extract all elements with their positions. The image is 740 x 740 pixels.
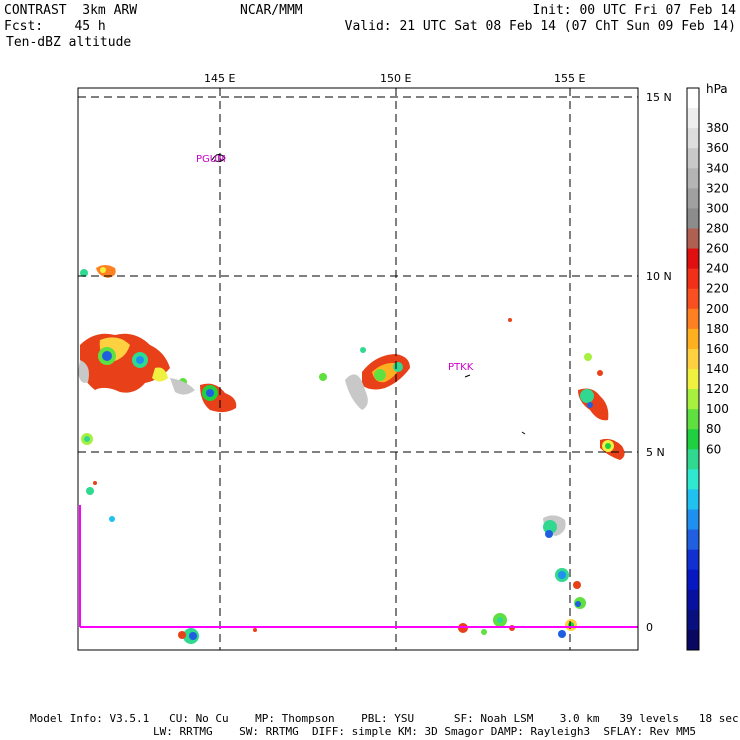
lon-label: 155 E	[554, 72, 585, 85]
colorbar-swatch	[687, 489, 699, 510]
init-time: Init: 00 UTC Fri 07 Feb 14	[532, 3, 737, 18]
station-label-pgum: PGUM	[196, 154, 226, 165]
colorbar-swatch	[687, 629, 699, 651]
colorbar-swatch	[687, 228, 699, 250]
radar-echoes	[78, 265, 625, 644]
lat-label: 10 N	[646, 270, 672, 283]
colorbar-labels: 380 360 340 320 300 280 260 240 220 200 180 160 140 1…	[706, 121, 729, 456]
colorbar-swatch	[687, 409, 699, 430]
valid-time: Valid: 21 UTC Sat 08 Feb 14 (07 ChT Sun …	[344, 19, 736, 34]
colorbar-tick-label: 300	[706, 201, 729, 215]
colorbar-swatch	[687, 288, 699, 310]
colorbar-swatch	[687, 389, 699, 410]
model-title: CONTRAST 3km ARW	[4, 3, 138, 18]
colorbar-tick-label: 100	[706, 402, 729, 416]
model-info-line1: Model Info: V3.5.1 CU: No Cu MP: Thompso…	[30, 712, 739, 725]
colorbar-swatch	[687, 348, 699, 370]
lon-label: 145 E	[204, 72, 235, 85]
lat-label: 15 N	[646, 91, 672, 104]
colorbar-swatch	[687, 589, 699, 611]
lat-label: 0	[646, 621, 653, 634]
colorbar-border	[686, 87, 700, 651]
colorbar-tick-label: 200	[706, 302, 729, 316]
colorbar-swatch	[687, 369, 699, 390]
domain-boundary	[79, 505, 638, 628]
lat-label: 5 N	[646, 446, 665, 459]
colorbar-swatch	[687, 248, 699, 270]
colorbar-swatch	[687, 148, 699, 169]
colorbar-tick-label: 60	[706, 442, 721, 456]
colorbar-tick-label: 260	[706, 242, 729, 256]
colorbar-swatch	[687, 328, 699, 350]
island-marker	[521, 431, 526, 435]
colorbar-unit: hPa	[706, 82, 728, 96]
lat-lon-grid	[78, 88, 638, 650]
colorbar	[686, 87, 700, 651]
station-label-ptkk: PTKK	[448, 362, 474, 373]
organization-label: NCAR/MMM	[240, 3, 303, 18]
colorbar-swatch	[687, 449, 699, 470]
colorbar-swatch	[687, 469, 699, 490]
colorbar-tick-label: 220	[706, 282, 729, 296]
map-border	[77, 87, 639, 651]
lon-label: 150 E	[380, 72, 411, 85]
colorbar-swatch	[687, 128, 699, 149]
forecast-hour: Fcst: 45 h	[4, 19, 106, 34]
colorbar-swatch	[687, 88, 699, 109]
colorbar-swatch	[687, 188, 699, 209]
colorbar-swatch	[687, 529, 699, 551]
colorbar-swatch	[687, 308, 699, 330]
model-info-line2: LW: RRTMG SW: RRTMG DIFF: simple KM: 3D …	[153, 725, 697, 738]
colorbar-swatch	[687, 569, 699, 591]
colorbar-swatch	[687, 168, 699, 189]
colorbar-swatch	[687, 609, 699, 631]
colorbar-tick-label: 240	[706, 262, 729, 276]
colorbar-swatch	[687, 549, 699, 571]
colorbar-swatch	[687, 509, 699, 531]
colorbar-tick-label: 380	[706, 121, 729, 135]
guam-coastline	[211, 154, 226, 163]
colorbar-tick-label: 340	[706, 161, 729, 175]
colorbar-swatch	[687, 429, 699, 450]
colorbar-tick-label: 280	[706, 222, 729, 236]
colorbar-tick-label: 180	[706, 322, 729, 336]
colorbar-swatch	[687, 108, 699, 129]
colorbar-tick-label: 360	[706, 141, 729, 155]
truk-marker	[464, 374, 471, 378]
colorbar-swatch	[687, 208, 699, 229]
colorbar-swatch	[687, 268, 699, 290]
colorbar-tick-label: 140	[706, 362, 729, 376]
colorbar-tick-label: 80	[706, 422, 721, 436]
field-name: Ten-dBZ altitude	[6, 35, 132, 50]
colorbar-tick-label: 320	[706, 181, 729, 195]
colorbar-tick-label: 160	[706, 342, 729, 356]
colorbar-tick-label: 120	[706, 382, 729, 396]
